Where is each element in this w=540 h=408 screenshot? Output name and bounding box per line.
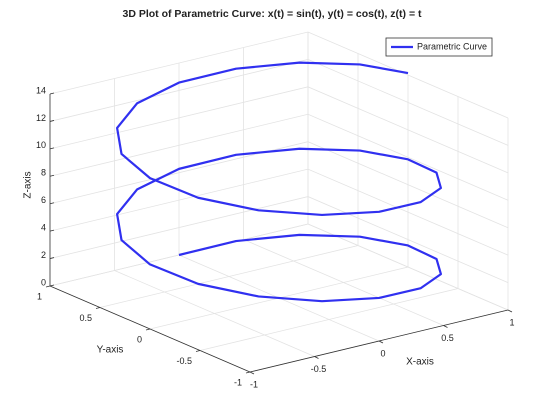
z-tick <box>49 92 55 95</box>
y-tick-label: 0 <box>137 334 142 344</box>
x-tick-label: 0.5 <box>441 333 454 343</box>
grid-line <box>49 168 509 256</box>
curve <box>115 61 443 303</box>
legend-label: Parametric Curve <box>417 41 487 51</box>
z-tick-label: 14 <box>36 85 46 95</box>
z-tick-label: 8 <box>41 168 46 178</box>
z-tick <box>49 120 55 122</box>
grid-line <box>49 113 509 201</box>
z-tick <box>49 174 55 177</box>
x-tick <box>443 325 448 328</box>
x-tick-label: 0 <box>380 348 385 358</box>
grid-line <box>49 223 509 311</box>
x-tick-label: 1 <box>509 317 514 327</box>
x-axis-label: X-axis <box>406 357 434 368</box>
grid-line <box>49 31 509 119</box>
z-tick <box>49 229 55 232</box>
y-tick-label: 0.5 <box>79 313 92 323</box>
z-tick <box>49 284 55 287</box>
y-tick <box>95 307 101 309</box>
z-axis-label: Z-axis <box>23 171 34 198</box>
legend-box <box>385 37 493 57</box>
y-tick-label: -0.5 <box>176 356 192 366</box>
z-tick <box>49 147 55 150</box>
chart-title: 3D Plot of Parametric Curve: x(t) = sin(… <box>123 8 423 20</box>
z-tick-label: 0 <box>41 277 46 287</box>
grid-line <box>49 59 509 146</box>
x-tick <box>249 371 255 375</box>
y-tick <box>245 371 251 374</box>
z-tick-label: 6 <box>41 195 46 205</box>
z-tick-label: 2 <box>41 250 46 260</box>
x-tick-label: -1 <box>250 379 258 389</box>
x-tick-label: -0.5 <box>311 364 327 374</box>
z-tick <box>49 202 55 205</box>
z-tick-label: 12 <box>36 113 46 123</box>
z-tick-label: 10 <box>36 140 46 150</box>
z-tick-label: 4 <box>41 223 46 233</box>
grid-line <box>49 141 509 229</box>
y-tick-label: 1 <box>37 291 42 301</box>
y-tick <box>45 285 51 288</box>
y-tick-label: -1 <box>234 377 242 387</box>
z-tick <box>49 257 55 259</box>
y-axis-label: Y-axis <box>97 345 124 356</box>
x-tick <box>378 340 384 344</box>
x-tick <box>314 356 319 359</box>
x-tick <box>507 309 513 313</box>
grid-line <box>49 86 509 174</box>
y-tick <box>145 328 151 331</box>
y-tick <box>195 350 201 352</box>
grid-line <box>49 196 509 283</box>
